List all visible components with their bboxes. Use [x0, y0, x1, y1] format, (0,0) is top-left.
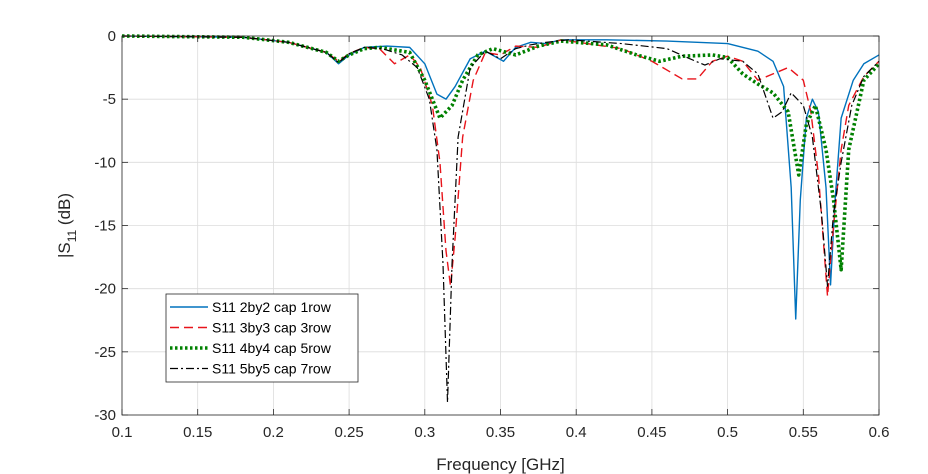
legend: S11 2by2 cap 1row S11 3by3 cap 3row S11 4b…: [165, 293, 359, 383]
y-tick-label: 0: [108, 28, 116, 45]
y-axis-label-main: |S: [55, 242, 74, 258]
legend-box: [165, 293, 359, 383]
y-tick-label: -15: [94, 218, 116, 235]
x-tick-label: 0.5: [717, 424, 738, 441]
legend-label-2: S11 3by3 cap 3row: [212, 320, 332, 336]
x-axis-label: Frequency [GHz]: [436, 455, 565, 474]
legend-label-4: S11 5by5 cap 7row: [212, 361, 332, 377]
x-tick-label: 0.1: [112, 424, 133, 441]
x-tick-label: 0.2: [263, 424, 284, 441]
x-tick-label: 0.15: [183, 424, 212, 441]
x-tick-label: 0.6: [869, 424, 890, 441]
y-tick-label: -25: [94, 344, 116, 361]
y-tick-label: -30: [94, 407, 116, 424]
series-line-3: [121, 34, 881, 272]
series-line-4: [121, 35, 880, 403]
y-tick-label: -10: [94, 154, 116, 171]
x-tick-label: 0.45: [637, 424, 666, 441]
x-tick-label: 0.35: [486, 424, 515, 441]
series-line-2: [121, 35, 880, 297]
legend-label-1: S11 2by2 cap 1row: [212, 299, 332, 315]
y-tick-label: -5: [103, 91, 116, 108]
series-layer: [121, 34, 881, 403]
x-tick-label: 0.3: [414, 424, 435, 441]
x-tick-label: 0.25: [334, 424, 363, 441]
ticks: 0.1 0.15 0.2 0.25 0.3 0.35 0.4 0.45 0.5 0.55 0.6 0 -…: [94, 28, 889, 441]
y-axis-label: |S11 (dB): [55, 193, 79, 258]
x-tick-label: 0.4: [566, 424, 587, 441]
y-axis-label-unit: (dB): [55, 193, 74, 230]
legend-label-3: S11 4by4 cap 5row: [212, 340, 332, 356]
y-axis-label-sub: 11: [65, 229, 79, 242]
y-tick-label: -20: [94, 281, 116, 298]
x-tick-label: 0.55: [789, 424, 818, 441]
